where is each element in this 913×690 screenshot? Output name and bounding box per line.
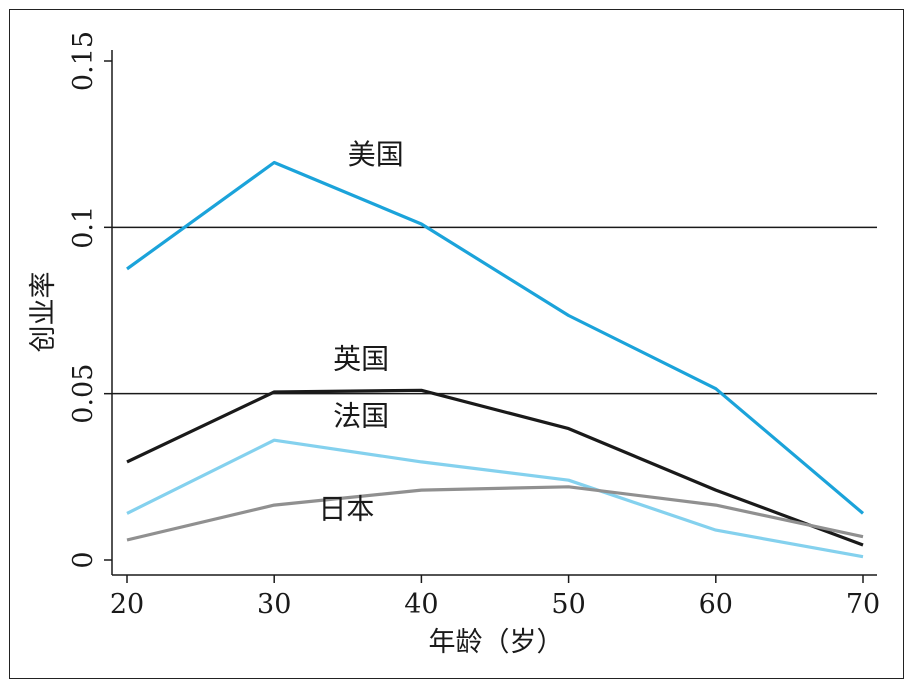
y-tick-label-0: 0: [68, 551, 99, 568]
series-lines: [126, 160, 865, 559]
chart-frame: [9, 9, 904, 679]
x-tick-label-4: 60: [699, 589, 733, 620]
x-axis-title: 年龄（岁）: [429, 627, 564, 658]
x-tick-label-3: 50: [551, 589, 585, 620]
series-line-0: [126, 160, 865, 515]
y-tick-label-1: 0.05: [68, 364, 99, 424]
y-axis-title: 创业率: [28, 272, 59, 353]
series-line-1: [126, 388, 864, 547]
series-label-2: 法国: [333, 399, 389, 432]
x-tick-label-0: 20: [110, 589, 144, 620]
series-label-1: 英国: [333, 343, 389, 376]
series-label-3: 日本: [318, 492, 374, 525]
x-tick-label-5: 70: [846, 589, 880, 620]
series-line-2: [126, 438, 864, 559]
y-tick-label-3: 0.15: [68, 31, 99, 91]
x-tick-label-1: 30: [257, 589, 291, 620]
series-label-0: 美国: [348, 138, 404, 171]
y-tick-label-2: 0.1: [68, 206, 99, 249]
y-ticks: 0 0.05 0.1 0.15: [68, 31, 112, 569]
x-tick-label-2: 40: [404, 589, 438, 620]
x-ticks: 20 30 40 50 60 70: [110, 575, 880, 620]
reference-lines: [112, 226, 877, 395]
series-line-3: [126, 485, 864, 542]
axes: [111, 50, 877, 576]
